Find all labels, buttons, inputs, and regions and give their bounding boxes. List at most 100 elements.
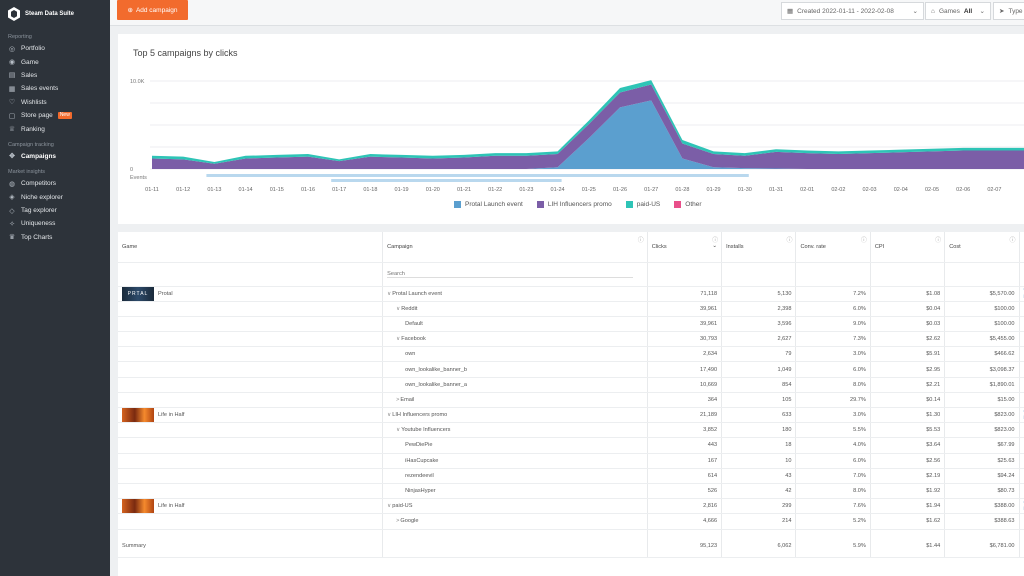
links-cell [1019,316,1024,333]
campaign-cell[interactable]: NinjasHyper [382,483,648,500]
sort-chevron-icon[interactable]: ⌄ [712,243,718,249]
sidebar-item-competitors[interactable]: ◍ Competitors [0,177,110,190]
campaign-search-input[interactable] [387,270,633,278]
game-cell [118,301,384,317]
games-filter[interactable]: ⌂ Games All ⌄ [925,2,991,20]
game-info[interactable]: Life in Half [122,408,378,422]
column-header-campaign[interactable]: Campaign ⓘ [382,232,648,263]
sidebar-item-label: Store page [21,112,53,120]
sidebar-item-ranking[interactable]: ♕ Ranking [0,122,110,135]
sidebar-item-campaigns[interactable]: ✥ Campaigns [0,150,110,163]
top-charts-icon: ♛ [8,234,16,242]
legend-item[interactable]: Protal Launch event [454,201,523,208]
info-icon: ⓘ [786,238,793,244]
game-info[interactable]: PRTAL Protal [122,286,378,301]
cell-cost: $388.00 [944,498,1020,515]
date-range-filter[interactable]: ▦ Created 2022-01-11 - 2022-02-08 ⌄ [781,2,924,20]
cell-clicks: 17,490 [647,361,723,378]
links-cell [1019,513,1024,530]
legend-item[interactable]: LIH Influencers promo [536,201,612,208]
cell-conv: 3.0% [795,407,871,424]
column-header-cpi[interactable]: CPI ⓘ [870,232,946,263]
campaign-cell[interactable]: ∨Protal Launch event [382,286,648,302]
campaign-cell[interactable]: iHasCupcake [382,453,648,469]
column-header-clicks[interactable]: Clicks ⌄ ⓘ [647,232,723,263]
sidebar-item-tag-explorer[interactable]: ◇ Tag explorer [0,204,110,217]
cell-clicks: 2,634 [647,346,723,363]
chevron-down-icon[interactable]: ∨ [396,305,401,312]
sidebar-item-label: Campaigns [21,152,57,160]
campaign-cell[interactable]: own_lookalike_banner_a [382,377,648,393]
game-info[interactable]: Life in Half [122,499,378,513]
sidebar-item-wishlists[interactable]: ♡ Wishlists [0,96,110,109]
legend-item[interactable]: paid-US [625,201,660,208]
column-header-cost[interactable]: Cost ⓘ [944,232,1020,263]
cell-conv: 7.6% [795,498,871,515]
game-cell [118,483,384,500]
campaign-cell[interactable]: >Google [382,513,648,530]
cell-installs: 214 [721,513,797,530]
table-row: Life in Half ∨LIH Influencers promo 21,189… [118,407,1024,424]
summary-installs: 6,062 [721,529,797,558]
campaign-cell[interactable]: >Email [382,392,648,409]
column-header-installs[interactable]: Installs ⓘ [721,232,797,263]
sidebar-item-label: Portfolio [21,45,45,53]
campaign-cell[interactable]: ∨Youtube Influencers [382,422,648,439]
campaign-cell[interactable]: PewDiePie [382,437,648,454]
campaign-name: own [405,351,416,358]
campaign-cell[interactable]: ∨paid-US [382,498,648,515]
chart-card: 10.0K 0 Events 01-11 01-12 01-13 01-14 01-15 01-… [118,34,1024,224]
chevron-right-icon[interactable]: > [396,518,400,525]
column-header-conv-rate[interactable]: Conv. rate ⓘ [795,232,871,263]
cell-cpi: $2.95 [870,361,946,378]
campaign-cell[interactable]: Default [382,316,648,333]
legend-label: LIH Influencers promo [547,201,612,208]
chevron-down-icon[interactable]: ∨ [387,412,392,419]
sidebar-item-niche-explorer[interactable]: ◈ Niche explorer [0,191,110,204]
sidebar-item-uniqueness[interactable]: ✧ Uniqueness [0,217,110,230]
links-cell [1019,483,1024,500]
campaign-cell[interactable]: ∨Facebook [382,331,648,348]
legend-label: Other [685,201,702,208]
game-cell [118,422,384,439]
cell-cpi: $1.62 [870,513,946,530]
chevron-down-icon[interactable]: ∨ [396,427,401,434]
sidebar-item-sales[interactable]: ▤ Sales [0,69,110,82]
x-tick-label: 02-05 [925,187,939,193]
column-header-game[interactable]: Game [118,232,384,263]
x-tick-label: 01-25 [582,187,596,193]
brand[interactable]: Steam Data Suite [0,0,110,28]
game-cell [118,346,384,363]
sidebar-item-sales-events[interactable]: ▦ Sales events [0,82,110,95]
sidebar-item-portfolio[interactable]: ◎ Portfolio [0,42,110,55]
sidebar-item-top-charts[interactable]: ♛ Top Charts [0,231,110,244]
add-campaign-button[interactable]: ⊕ Add campaign [117,0,188,20]
cell-installs: 2,627 [721,331,797,348]
chevron-right-icon[interactable]: > [396,396,400,403]
cell-cost: $823.00 [944,407,1020,424]
sidebar-item-label: Tag explorer [21,207,57,215]
type-filter[interactable]: ➤ Type [993,2,1024,20]
campaign-cell[interactable]: ∨Reddit [382,301,648,317]
cell-cpi: $2.21 [870,377,946,393]
sidebar-item-store-page[interactable]: ▢ Store page New [0,109,110,122]
campaign-cell[interactable]: ∨LIH Influencers promo [382,407,648,424]
chevron-down-icon[interactable]: ∨ [387,290,392,297]
x-tick-label: 01-22 [488,187,502,193]
info-icon: ⓘ [637,238,644,244]
campaign-cell[interactable]: own [382,346,648,363]
chevron-down-icon[interactable]: ∨ [396,336,401,343]
links-cell [1019,361,1024,378]
campaign-cell[interactable]: own_lookalike_banner_b [382,361,648,378]
games-filter-label: Games [938,7,960,15]
competitors-icon: ◍ [8,180,16,188]
info-icon: ⓘ [1009,238,1016,244]
legend-item[interactable]: Other [674,201,702,208]
x-tick-label: 01-29 [707,187,721,193]
game-cell [118,453,384,469]
chevron-down-icon[interactable]: ∨ [387,503,392,510]
campaign-cell[interactable]: rezendeevil [382,468,648,484]
sidebar-item-game[interactable]: ◉ Game [0,55,110,68]
